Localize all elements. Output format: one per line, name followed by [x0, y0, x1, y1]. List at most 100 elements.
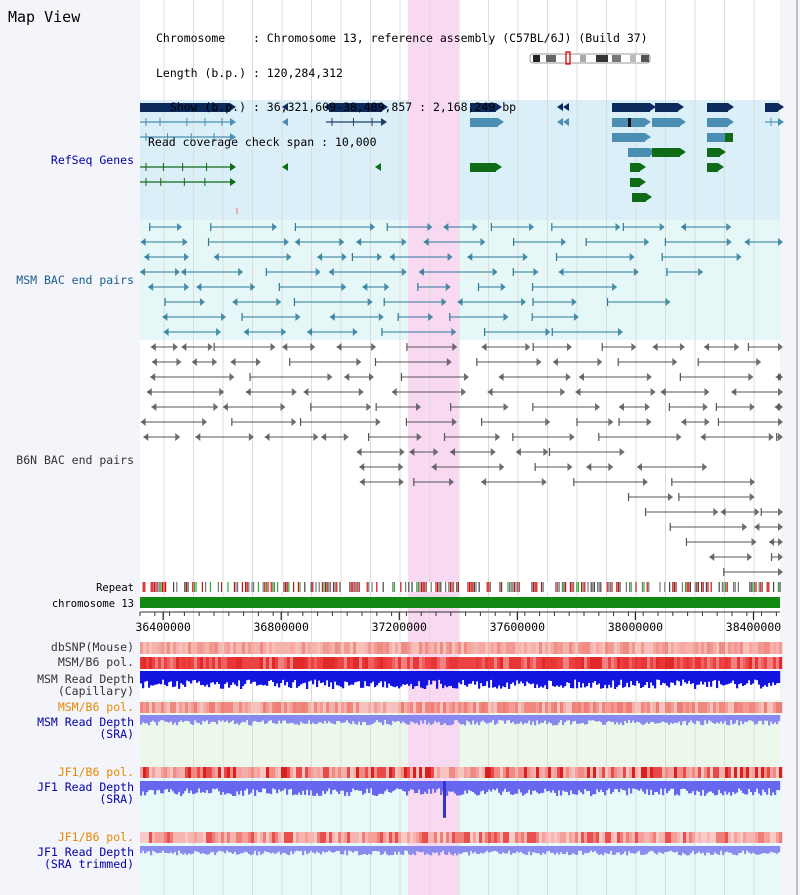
b6n-bac-pair[interactable]	[747, 343, 783, 351]
msm-bac-pair[interactable]	[140, 268, 181, 276]
b6n-bac-pair[interactable]	[151, 358, 182, 366]
b6n-bac-pair[interactable]	[336, 343, 377, 351]
msm-bac-pair[interactable]	[555, 253, 635, 261]
gene-model[interactable]	[470, 163, 502, 172]
b6n-bac-pair[interactable]	[299, 418, 381, 426]
gene-model[interactable]	[329, 103, 388, 112]
b6n-bac-pair[interactable]	[578, 373, 652, 381]
b6n-bac-pair[interactable]	[481, 418, 551, 426]
gene-model[interactable]	[326, 118, 387, 126]
msm-bac-pair[interactable]	[381, 328, 457, 336]
msm-bac-pair[interactable]	[144, 253, 190, 261]
jf1-depth-sra-track[interactable]	[140, 781, 781, 818]
gene-model[interactable]	[630, 163, 646, 172]
dbsnp-track[interactable]	[140, 642, 783, 654]
msm-bac-pair[interactable]	[213, 253, 292, 261]
b6n-bac-pair[interactable]	[704, 343, 740, 351]
b6n-bac-pair[interactable]	[617, 358, 678, 366]
msm-bac-pair[interactable]	[362, 283, 390, 291]
msm-bac-pair[interactable]	[490, 223, 535, 231]
msm-bac-pair[interactable]	[328, 268, 407, 276]
b6n-bac-pair[interactable]	[681, 418, 710, 426]
msm-bac-pair[interactable]	[232, 298, 282, 306]
b6n-bac-pair[interactable]	[534, 463, 573, 471]
gene-model[interactable]	[765, 118, 784, 126]
b6n-bac-pair[interactable]	[359, 463, 404, 471]
b6n-bac-pair[interactable]	[685, 538, 757, 546]
gene-model[interactable]	[140, 133, 236, 141]
b6n-bac-pair[interactable]	[375, 403, 422, 411]
b6n-bac-pair[interactable]	[245, 388, 297, 396]
b6n-bac-pair[interactable]	[731, 388, 783, 396]
msm-bac-pair[interactable]	[383, 298, 447, 306]
msm-bac-pair[interactable]	[443, 223, 478, 231]
msm-bac-pair[interactable]	[585, 238, 650, 246]
msm-bac-pair[interactable]	[243, 328, 287, 336]
b6n-bac-pair[interactable]	[769, 538, 783, 546]
msm-bac-pair[interactable]	[386, 223, 433, 231]
b6n-bac-pair[interactable]	[413, 478, 455, 486]
msm-bac-pair[interactable]	[317, 253, 347, 261]
msm-bac-pair[interactable]	[265, 268, 321, 276]
msm-bac-pair[interactable]	[294, 238, 345, 246]
gene-model[interactable]	[470, 118, 504, 127]
msm-b6-pol-track[interactable]	[140, 657, 783, 669]
b6n-bac-pair[interactable]	[645, 508, 719, 516]
msm-bac-pair[interactable]	[389, 253, 453, 261]
b6n-bac-pair[interactable]	[481, 343, 531, 351]
b6n-bac-pair[interactable]	[150, 373, 235, 381]
msm-bac-pair[interactable]	[149, 223, 183, 231]
b6n-bac-pair[interactable]	[264, 433, 319, 441]
gene-model[interactable]	[707, 163, 724, 172]
b6n-bac-pair[interactable]	[146, 388, 225, 396]
gene-model[interactable]	[612, 103, 656, 112]
gene-model[interactable]	[632, 193, 652, 202]
msm-bac-pair[interactable]	[162, 313, 227, 321]
b6n-bac-pair[interactable]	[512, 433, 575, 441]
b6n-bac-pair[interactable]	[515, 448, 549, 456]
msm-bac-pair[interactable]	[606, 298, 671, 306]
msm-b6-pol2-track[interactable]	[140, 702, 783, 713]
msm-bac-pair[interactable]	[484, 328, 551, 336]
msm-bac-pair[interactable]	[666, 268, 704, 276]
b6n-bac-pair[interactable]	[652, 343, 685, 351]
msm-bac-pair[interactable]	[531, 313, 579, 321]
jf1-b6-pol2-track[interactable]	[140, 832, 783, 843]
jf1-depth-trimmed-track[interactable]	[140, 846, 781, 856]
msm-bac-pair[interactable]	[417, 283, 451, 291]
chromosome-bar[interactable]	[140, 597, 780, 608]
gene-model[interactable]	[707, 148, 726, 157]
b6n-bac-pair[interactable]	[709, 553, 753, 561]
msm-bac-pair[interactable]	[196, 283, 256, 291]
msm-bac-pair[interactable]	[680, 223, 732, 231]
b6n-bac-pair[interactable]	[310, 403, 372, 411]
b6n-bac-pair[interactable]	[723, 568, 783, 576]
b6n-bac-pair[interactable]	[532, 343, 572, 351]
gene-model[interactable]	[630, 178, 646, 187]
b6n-bac-pair[interactable]	[374, 358, 452, 366]
gene-model[interactable]	[707, 103, 734, 112]
b6n-bac-pair[interactable]	[697, 358, 762, 366]
b6n-bac-pair[interactable]	[770, 553, 783, 561]
b6n-bac-pair[interactable]	[443, 433, 501, 441]
gene-model[interactable]	[140, 103, 236, 112]
b6n-bac-pair[interactable]	[671, 478, 756, 486]
b6n-bac-pair[interactable]	[775, 373, 783, 381]
msm-bac-pair[interactable]	[307, 328, 358, 336]
gene-model[interactable]	[612, 133, 651, 142]
msm-bac-pair[interactable]	[210, 223, 278, 231]
gene-model[interactable]	[652, 148, 686, 157]
b6n-bac-pair[interactable]	[431, 463, 505, 471]
b6n-bac-pair[interactable]	[321, 433, 349, 441]
msm-bac-pair[interactable]	[207, 238, 289, 246]
msm-bac-pair[interactable]	[163, 328, 222, 336]
msm-bac-pair[interactable]	[512, 268, 539, 276]
msm-bac-pair[interactable]	[423, 238, 486, 246]
msm-bac-pair[interactable]	[551, 223, 621, 231]
msm-bac-pair[interactable]	[457, 298, 527, 306]
b6n-bac-pair[interactable]	[498, 373, 571, 381]
b6n-bac-pair[interactable]	[344, 373, 374, 381]
b6n-bac-pair[interactable]	[450, 448, 496, 456]
msm-bac-pair[interactable]	[532, 298, 577, 306]
b6n-bac-pair[interactable]	[601, 343, 637, 351]
